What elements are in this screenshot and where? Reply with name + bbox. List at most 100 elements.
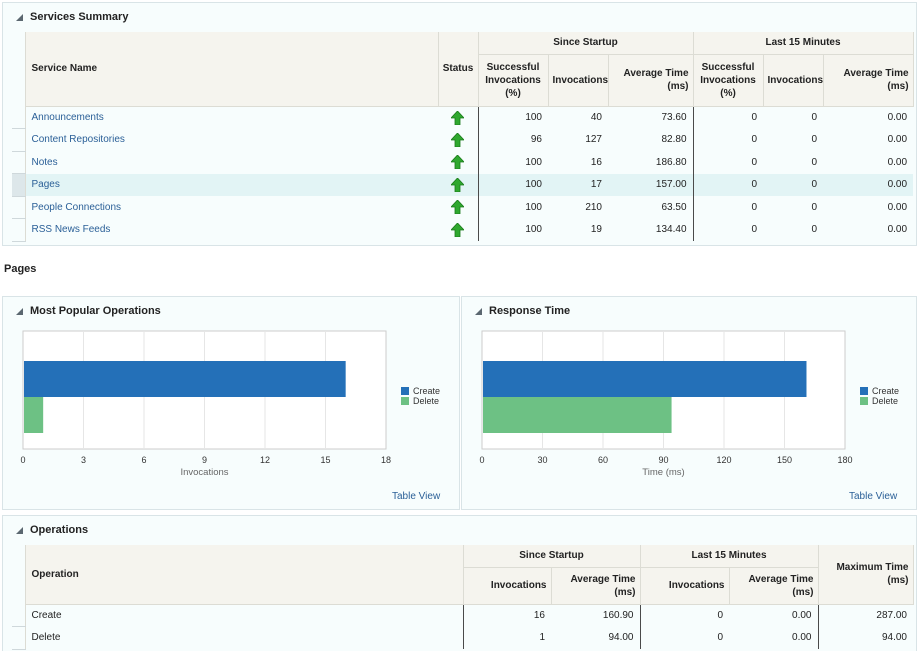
- table-view-link[interactable]: Table View: [392, 491, 441, 502]
- service-link[interactable]: Notes: [31, 156, 58, 168]
- col-invocations-last15[interactable]: Invocations: [763, 54, 824, 107]
- service-link[interactable]: Content Repositories: [31, 134, 125, 146]
- cell: 0.00: [823, 173, 914, 196]
- x-axis-title: Time (ms): [642, 467, 684, 478]
- cell: 0.00: [887, 224, 908, 236]
- col-operation[interactable]: Operation: [25, 545, 464, 605]
- chart-title: Most Popular Operations: [30, 305, 161, 317]
- pages-section-title: Pages: [4, 263, 37, 275]
- x-tick-label: 60: [598, 455, 608, 465]
- col-success-startup[interactable]: Successful Invocations (%): [478, 54, 549, 107]
- cell: 0.00: [729, 626, 819, 649]
- col-invocations-startup[interactable]: Invocations: [463, 567, 552, 605]
- table-row[interactable]: RSS News Feeds 100 19 134.40 0 0 0.00: [12, 218, 913, 242]
- table-row[interactable]: Create 16 160.90 0 0.00 287.00: [12, 604, 913, 627]
- col-max-time[interactable]: Maximum Time (ms): [818, 545, 914, 605]
- cell: 0.00: [887, 112, 908, 123]
- col-status[interactable]: Status: [438, 32, 479, 107]
- x-tick-label: 12: [260, 455, 270, 465]
- bar-delete: [483, 397, 672, 433]
- row-header-gutter: [12, 32, 26, 106]
- group-since-startup: Since Startup: [478, 32, 694, 55]
- response-time-header[interactable]: Response Time: [462, 297, 916, 325]
- operations-header[interactable]: Operations: [3, 516, 916, 544]
- row-gutter: [12, 151, 26, 174]
- services-table: Service Name Status Since Startup Last 1…: [12, 32, 914, 242]
- collapse-triangle-icon[interactable]: [16, 307, 23, 315]
- cell: 63.50: [608, 196, 694, 219]
- status-cell: [438, 218, 479, 241]
- x-tick-label: 180: [837, 455, 852, 465]
- table-row[interactable]: People Connections 100 210 63.50 0 0 0.0…: [12, 196, 913, 219]
- bar-create: [24, 361, 346, 397]
- cell: 82.80: [608, 128, 694, 151]
- col-success-last15[interactable]: Successful Invocations (%): [693, 54, 764, 107]
- x-tick-label: 90: [658, 455, 668, 465]
- services-summary-header[interactable]: Services Summary: [3, 3, 916, 31]
- row-gutter: [12, 604, 26, 627]
- most-popular-operations-header[interactable]: Most Popular Operations: [3, 297, 459, 325]
- cell: 0: [717, 632, 723, 644]
- table-view-link[interactable]: Table View: [849, 491, 898, 502]
- row-gutter: [12, 218, 26, 242]
- col-invocations-startup[interactable]: Invocations: [548, 54, 609, 107]
- table-row[interactable]: Announcements 100 40 73.60 0 0 0.00: [12, 106, 913, 129]
- legend-label-create: Create: [413, 386, 440, 396]
- table-row-selected[interactable]: Pages 100 17 157.00 0 0 0.00: [12, 173, 914, 197]
- cell: 100: [478, 173, 548, 196]
- bar-create: [483, 361, 807, 397]
- bar-delete: [24, 397, 44, 433]
- col-avg-time-startup[interactable]: Average Time (ms): [551, 567, 641, 605]
- status-cell: [438, 173, 479, 196]
- up-arrow-icon: [451, 222, 465, 237]
- cell: 40: [590, 112, 602, 123]
- table-row[interactable]: Content Repositories 96 127 82.80 0 0 0.…: [12, 128, 913, 152]
- cell: 0: [811, 224, 818, 236]
- group-since-startup: Since Startup: [463, 545, 641, 568]
- x-tick-label: 30: [537, 455, 547, 465]
- table-row[interactable]: Delete 1 94.00 0 0.00 94.00: [12, 626, 913, 650]
- status-cell: [438, 151, 479, 174]
- up-arrow-icon: [451, 177, 465, 192]
- x-tick-label: 120: [716, 455, 731, 465]
- service-link[interactable]: People Connections: [31, 201, 122, 213]
- col-invocations-last15[interactable]: Invocations: [640, 567, 730, 605]
- row-gutter: [12, 626, 26, 650]
- operations-table: Operation Since Startup Last 15 Minutes …: [12, 545, 914, 650]
- legend-label-create: Create: [872, 386, 899, 396]
- table-row[interactable]: Notes 100 16 186.80 0 0 0.00: [12, 151, 913, 174]
- collapse-triangle-icon[interactable]: [16, 526, 23, 534]
- col-avg-time-last15[interactable]: Average Time (ms): [729, 567, 819, 605]
- col-avg-time-startup[interactable]: Average Time (ms): [608, 54, 694, 107]
- collapse-triangle-icon[interactable]: [16, 13, 23, 21]
- cell: 0: [751, 201, 758, 213]
- service-link[interactable]: RSS News Feeds: [31, 224, 111, 236]
- cell: 0: [811, 112, 818, 123]
- cell: 0: [811, 201, 818, 213]
- up-arrow-icon: [451, 200, 465, 215]
- cell: 134.40: [608, 218, 694, 241]
- cell: 0: [751, 156, 758, 168]
- cell: 0.00: [887, 134, 908, 146]
- x-tick-label: 0: [479, 455, 484, 465]
- col-avg-time-last15[interactable]: Average Time (ms): [823, 54, 914, 107]
- col-service-name[interactable]: Service Name: [25, 32, 439, 107]
- cell: 100: [525, 201, 542, 213]
- cell: 0: [811, 156, 818, 168]
- row-gutter: [12, 106, 26, 129]
- service-link[interactable]: Pages: [25, 173, 438, 196]
- cell: 0: [751, 112, 758, 123]
- service-link[interactable]: Announcements: [31, 112, 104, 123]
- row-gutter: [12, 173, 26, 197]
- operations-panel: Operations Operation Since Startup Last …: [2, 515, 917, 651]
- services-summary-panel: Services Summary Service Name Status Sin…: [2, 2, 917, 246]
- cell: 0.00: [729, 604, 819, 627]
- most-popular-operations-panel: Most Popular Operations 0 3 6 9 12 15 18 Invoca…: [2, 296, 460, 510]
- collapse-triangle-icon[interactable]: [475, 307, 482, 315]
- x-tick-label: 6: [141, 455, 146, 465]
- row-gutter: [12, 196, 26, 219]
- operations-title: Operations: [30, 524, 89, 536]
- cell: 0: [763, 173, 824, 196]
- cell: 94.00: [551, 626, 641, 649]
